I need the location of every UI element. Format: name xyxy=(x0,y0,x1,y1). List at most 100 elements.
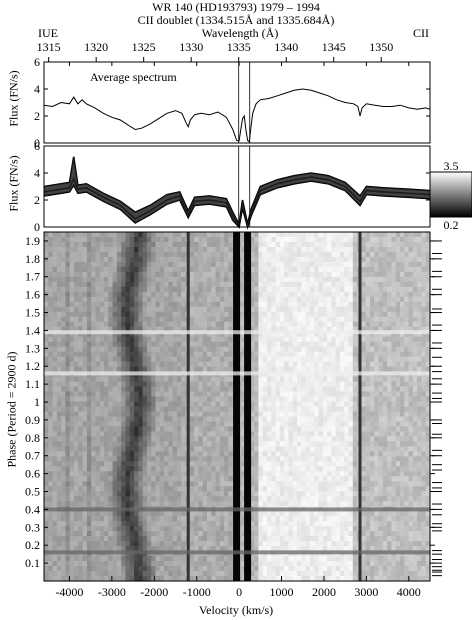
heatmap-cell xyxy=(164,476,169,482)
heatmap-cell xyxy=(224,386,229,393)
heatmap-cell xyxy=(168,381,174,388)
heatmap-cell xyxy=(116,237,122,243)
heatmap-cell xyxy=(417,431,422,437)
heatmap-cell xyxy=(275,351,281,358)
heatmap-cell xyxy=(121,386,127,393)
heatmap-cell xyxy=(138,486,144,492)
heatmap-cell xyxy=(301,232,307,238)
heatmap-cell xyxy=(74,501,79,507)
heatmap-cell xyxy=(95,381,101,388)
heatmap-cell xyxy=(146,256,152,263)
heatmap-cell xyxy=(271,286,277,293)
heatmap-cell xyxy=(249,381,255,388)
heatmap-cell xyxy=(327,356,332,363)
heatmap-cell xyxy=(177,396,182,403)
heatmap-cell xyxy=(391,401,397,408)
heatmap-cell xyxy=(86,431,92,437)
heatmap-cell xyxy=(65,256,71,263)
heatmap-cell xyxy=(56,386,62,393)
heatmap-cell xyxy=(279,306,285,313)
heatmap-cell xyxy=(271,261,277,268)
heatmap-cell xyxy=(202,356,208,363)
heatmap-cell xyxy=(258,396,264,403)
heatmap-cell xyxy=(395,376,401,383)
heatmap-cell xyxy=(254,411,260,418)
heatmap-cell xyxy=(61,486,67,492)
heatmap-cell xyxy=(387,476,392,482)
heatmap-cell xyxy=(65,266,71,273)
heatmap-cell xyxy=(134,306,139,313)
heatmap-cell xyxy=(374,476,380,482)
heatmap-cell xyxy=(382,376,388,383)
heatmap-cell xyxy=(322,326,328,333)
heatmap-cell xyxy=(327,381,332,388)
heatmap-cell xyxy=(279,421,285,428)
heatmap-cell xyxy=(378,481,384,487)
heatmap-cell xyxy=(91,291,97,298)
heatmap-cell xyxy=(91,296,97,303)
heatmap-cell xyxy=(408,466,414,472)
heatmap-cell xyxy=(305,401,311,408)
heatmap-cell xyxy=(404,242,410,248)
heatmap-cell xyxy=(318,306,324,313)
heatmap-cell xyxy=(335,261,341,268)
heatmap-cell xyxy=(108,481,114,487)
heatmap-cell xyxy=(335,501,341,507)
heatmap-cell xyxy=(254,406,260,413)
heatmap-cell xyxy=(177,456,182,462)
heatmap-cell xyxy=(275,276,281,283)
heatmap-cell xyxy=(297,316,302,323)
velocity-axis-label: Velocity (km/s) xyxy=(198,603,274,617)
heatmap-cell xyxy=(61,356,67,363)
heatmap-cell xyxy=(202,486,208,492)
heatmap-cell xyxy=(155,326,161,333)
heatmap-cell xyxy=(159,306,165,313)
heatmap-cell xyxy=(65,341,71,348)
heatmap-cell xyxy=(305,232,311,238)
heatmap-cell xyxy=(241,356,247,363)
heatmap-cell xyxy=(189,496,195,502)
heatmap-cell xyxy=(155,421,161,428)
heatmap-cell xyxy=(327,331,332,338)
heatmap-cell xyxy=(52,501,58,507)
heatmap-cell xyxy=(249,366,255,373)
heatmap-cell xyxy=(279,242,285,248)
heatmap-cell xyxy=(335,486,341,492)
heatmap-cell xyxy=(125,346,131,353)
heatmap-cell xyxy=(292,396,298,403)
heatmap-cell xyxy=(254,436,260,442)
heatmap-cell xyxy=(48,496,54,502)
heatmap-cell xyxy=(78,471,84,477)
heatmap-cell xyxy=(82,426,88,432)
heatmap-cell xyxy=(125,461,131,467)
heatmap-cell xyxy=(155,496,161,502)
heatmap-cell xyxy=(395,431,401,437)
heatmap-cell xyxy=(219,401,225,408)
heatmap-cell xyxy=(224,316,229,323)
heatmap-cell xyxy=(365,466,371,472)
heatmap-cell xyxy=(279,316,285,323)
heatmap-cell xyxy=(297,426,302,432)
heatmap-cell xyxy=(82,261,88,268)
heatmap-cell xyxy=(202,301,208,308)
heatmap-cell xyxy=(86,496,92,502)
heatmap-cell xyxy=(202,436,208,442)
heatmap-cell xyxy=(301,441,307,447)
heatmap-cell xyxy=(74,256,79,263)
heatmap-cell xyxy=(258,491,264,497)
heatmap-cell xyxy=(198,321,204,328)
heatmap-cell xyxy=(327,396,332,403)
heatmap-cell xyxy=(121,406,127,413)
heatmap-cell xyxy=(82,256,88,263)
heatmap-cell xyxy=(116,311,122,318)
heatmap-cell xyxy=(164,351,169,358)
heatmap-cell xyxy=(331,436,337,442)
heatmap-cell xyxy=(211,271,217,278)
heatmap-cell xyxy=(378,436,384,442)
heatmap-cell xyxy=(327,237,332,243)
heatmap-cell xyxy=(61,331,67,338)
heatmap-cell xyxy=(78,426,84,432)
heatmap-cell xyxy=(82,286,88,293)
heatmap-cell xyxy=(352,306,358,313)
heatmap-cell xyxy=(108,306,114,313)
